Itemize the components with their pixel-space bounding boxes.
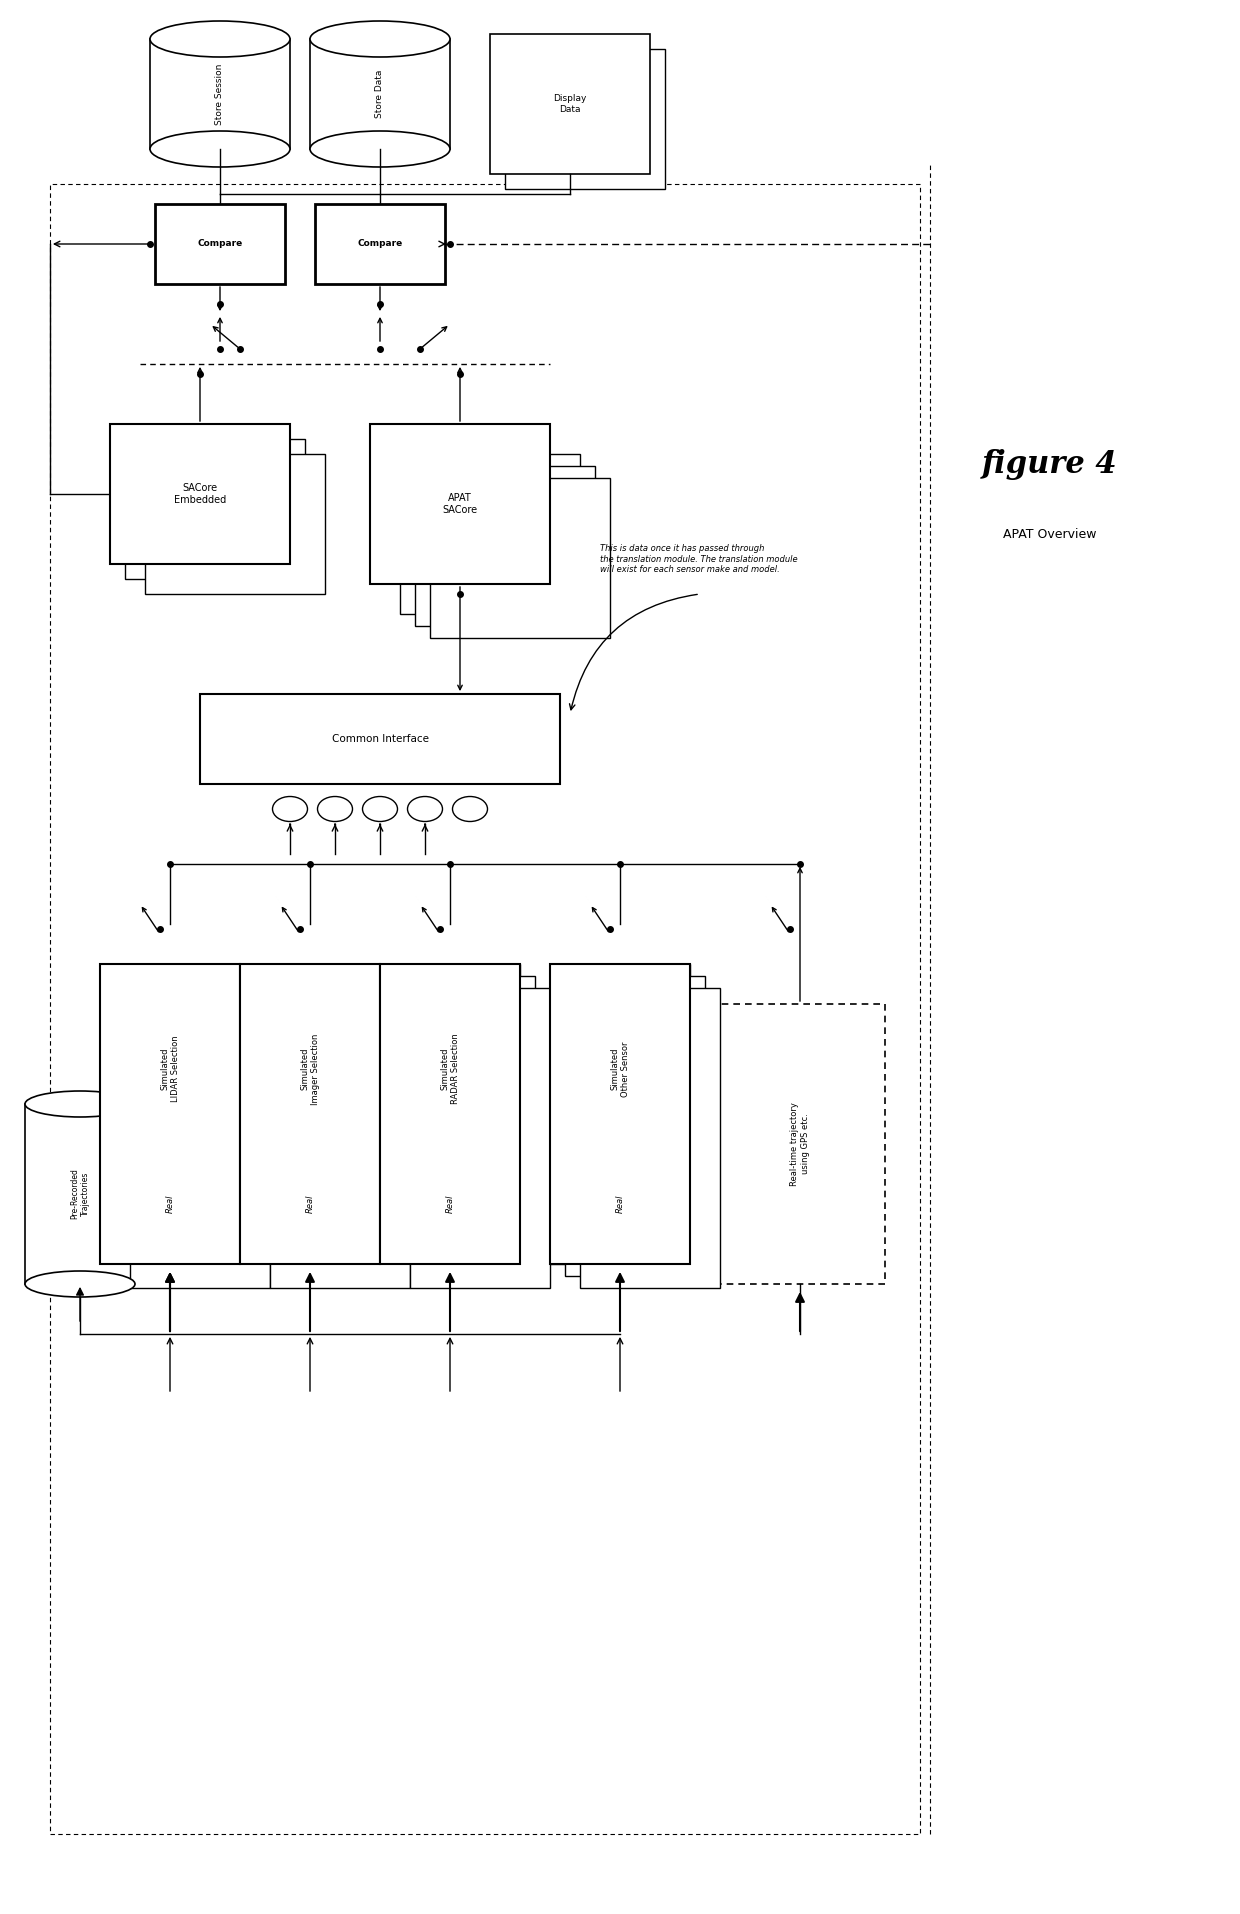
Text: Compare: Compare bbox=[197, 239, 243, 249]
Text: Display
Data: Display Data bbox=[553, 94, 587, 113]
Bar bbox=[200, 695, 560, 785]
Text: Real: Real bbox=[615, 1194, 625, 1213]
Text: APAT Overview: APAT Overview bbox=[1003, 528, 1096, 540]
Text: Compare: Compare bbox=[357, 239, 403, 249]
Bar bbox=[25, 1104, 135, 1284]
Bar bbox=[125, 438, 305, 580]
Bar bbox=[551, 965, 689, 1263]
Bar bbox=[715, 1005, 885, 1284]
Bar bbox=[130, 988, 270, 1288]
Bar bbox=[410, 988, 551, 1288]
Bar bbox=[241, 965, 379, 1263]
Text: Store Data: Store Data bbox=[376, 69, 384, 119]
Bar bbox=[430, 478, 610, 637]
Text: Real: Real bbox=[445, 1194, 455, 1213]
Text: Simulated
Other Sensor: Simulated Other Sensor bbox=[610, 1041, 630, 1097]
Bar bbox=[401, 454, 580, 614]
Text: Simulated
Imager Selection: Simulated Imager Selection bbox=[300, 1034, 320, 1104]
Bar bbox=[505, 50, 665, 189]
Bar bbox=[551, 965, 689, 1263]
Text: APAT
SACore: APAT SACore bbox=[443, 494, 477, 515]
Bar bbox=[490, 34, 650, 174]
Bar bbox=[379, 965, 520, 1263]
Text: Pre-Recorded
Trajectories: Pre-Recorded Trajectories bbox=[71, 1169, 89, 1219]
Bar bbox=[115, 976, 255, 1277]
Text: Common Interface: Common Interface bbox=[331, 733, 429, 745]
Ellipse shape bbox=[310, 130, 450, 167]
Text: Real: Real bbox=[305, 1194, 315, 1213]
Ellipse shape bbox=[25, 1271, 135, 1298]
Ellipse shape bbox=[150, 21, 290, 57]
Bar bbox=[100, 965, 241, 1263]
Text: figure 4: figure 4 bbox=[982, 448, 1117, 480]
Bar bbox=[396, 976, 534, 1277]
Bar bbox=[370, 425, 551, 584]
Text: SACore
Embedded: SACore Embedded bbox=[174, 482, 226, 505]
Bar bbox=[270, 988, 410, 1288]
Ellipse shape bbox=[25, 1091, 135, 1118]
Text: This is data once it has passed through
the translation module. The translation : This is data once it has passed through … bbox=[600, 544, 797, 574]
Bar bbox=[315, 205, 445, 283]
Bar bbox=[100, 965, 241, 1263]
Bar bbox=[379, 965, 520, 1263]
Text: Simulated
LIDAR Selection: Simulated LIDAR Selection bbox=[160, 1035, 180, 1102]
Text: Real-time trajectory
using GPS etc.: Real-time trajectory using GPS etc. bbox=[790, 1102, 810, 1187]
Ellipse shape bbox=[150, 130, 290, 167]
Bar bbox=[110, 425, 290, 565]
Bar bbox=[50, 184, 920, 1834]
Bar bbox=[565, 976, 706, 1277]
Text: Simulated
RADAR Selection: Simulated RADAR Selection bbox=[440, 1034, 460, 1104]
Bar bbox=[150, 38, 290, 149]
Bar bbox=[310, 38, 450, 149]
Bar bbox=[415, 465, 595, 626]
Bar bbox=[580, 988, 720, 1288]
Bar bbox=[255, 976, 396, 1277]
Bar bbox=[241, 965, 379, 1263]
Text: Store Session: Store Session bbox=[216, 63, 224, 124]
Ellipse shape bbox=[310, 21, 450, 57]
Text: Real: Real bbox=[165, 1194, 175, 1213]
Bar bbox=[155, 205, 285, 283]
Bar bbox=[145, 454, 325, 593]
